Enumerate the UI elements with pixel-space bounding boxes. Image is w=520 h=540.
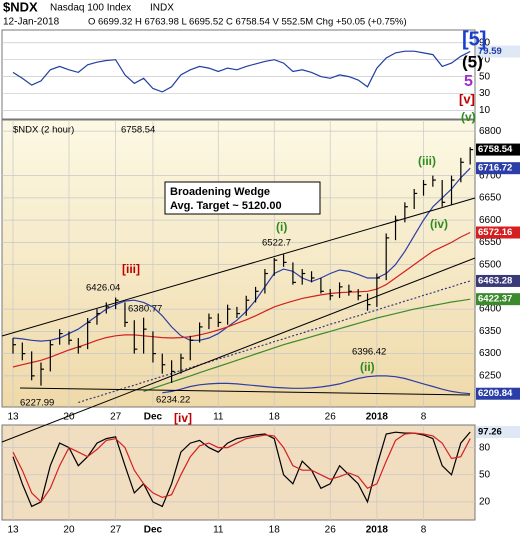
last-value-box	[476, 387, 520, 400]
exchange: INDX	[150, 3, 174, 14]
series-line	[12, 431, 471, 508]
trendline	[1, 197, 476, 337]
y-tick-label: 6400	[479, 304, 502, 315]
x-tick-label: 20	[63, 525, 75, 536]
x-tick-label: 26	[325, 412, 337, 423]
y-tick-label: 6700	[479, 170, 502, 181]
last-value-label: 6422.37	[478, 294, 512, 305]
x-tick-label: 8	[421, 525, 427, 536]
last-value-label: 97.26	[478, 427, 502, 438]
wave-label: Avg. Target ~ 5120.00	[170, 200, 282, 212]
last-value-label: 6716.72	[478, 163, 512, 174]
price-annotation: 6426.04	[86, 283, 120, 294]
y-tick-label: 6350	[479, 326, 502, 337]
series-line	[12, 432, 471, 503]
x-tick-label: 26	[325, 525, 337, 536]
x-tick-label: 13	[7, 525, 19, 536]
wave-label: (ii)	[360, 360, 375, 374]
rsi-panel	[1, 29, 476, 120]
x-tick-label: 18	[269, 525, 281, 536]
wave-label: [5]	[462, 28, 486, 50]
symbol: $NDX	[3, 0, 38, 14]
price-panel	[1, 119, 476, 408]
last-value-label: 6209.84	[478, 388, 513, 399]
price-annotation: 6227.99	[20, 398, 54, 409]
y-tick-label: 6550	[479, 237, 502, 248]
x-tick-label: 27	[110, 412, 122, 423]
y-tick-label: 50	[479, 469, 491, 480]
y-tick-label: 20	[479, 497, 491, 508]
x-tick-label: Dec	[144, 525, 163, 536]
x-tick-label: Dec	[144, 412, 163, 423]
last-value-box	[476, 274, 520, 287]
y-tick-label: 30	[479, 88, 491, 99]
last-value-label: 6463.28	[478, 275, 512, 286]
wave-label: [iii]	[122, 262, 140, 276]
x-tick-label: 13	[7, 412, 19, 423]
wave-label: (i)	[276, 220, 287, 234]
wave-label: [iv]	[174, 411, 192, 425]
y-tick-label: 50	[479, 71, 491, 82]
series-line	[162, 375, 471, 395]
price-annotation: 6380.77	[128, 304, 162, 315]
last-value-box	[476, 293, 520, 306]
x-tick-label: 2018	[366, 412, 389, 423]
wave-label: (5)	[462, 52, 483, 71]
y-tick-label: 70	[479, 54, 491, 65]
last-value-box	[476, 162, 520, 175]
x-tick-label: 18	[269, 412, 281, 423]
y-tick-label: 6800	[479, 126, 502, 137]
y-tick-label: 6250	[479, 370, 502, 381]
last-value-box	[476, 143, 520, 156]
last-value-box	[476, 45, 520, 58]
series-line	[12, 231, 471, 368]
oscillator-panel	[1, 424, 476, 521]
price-annotation: 6396.42	[352, 347, 386, 358]
last-value-box	[476, 426, 520, 439]
price-annotation: 6522.7	[262, 238, 291, 249]
last-value-label: 79.59	[478, 46, 502, 57]
wave-label: Broadening Wedge	[170, 186, 270, 198]
last-value-box	[476, 226, 520, 239]
y-tick-label: 6300	[479, 348, 502, 359]
last-value-label: 6572.16	[478, 227, 512, 238]
x-tick-label: 27	[110, 525, 122, 536]
wave-label: (v)	[461, 110, 476, 124]
y-tick-label: 6600	[479, 215, 502, 226]
series-line	[12, 167, 471, 342]
x-tick-label: 8	[421, 412, 427, 423]
trendline	[19, 387, 471, 396]
y-tick-label: 6500	[479, 259, 502, 270]
y-tick-label: 6650	[479, 193, 502, 204]
annotation-box	[164, 181, 321, 215]
x-tick-label: 11	[213, 412, 224, 423]
series-line	[78, 280, 471, 404]
wave-label: (iv)	[430, 217, 448, 231]
wave-label: (iii)	[418, 154, 436, 168]
last-value-label: 6758.54	[478, 144, 513, 155]
price-subtitle: $NDX (2 hour)	[13, 125, 74, 136]
y-tick-label: 80	[479, 442, 491, 453]
trendline	[1, 257, 476, 443]
wave-label: [v]	[459, 91, 475, 106]
x-tick-label: 2018	[366, 525, 389, 536]
price-annotation: 6234.22	[156, 395, 190, 406]
price-subtitle-value: 6758.54	[121, 125, 155, 136]
x-tick-label: 20	[63, 412, 75, 423]
quote: O 6699.32 H 6763.98 L 6695.52 C 6758.54 …	[88, 17, 407, 28]
date: 12-Jan-2018	[3, 17, 60, 28]
series-line	[143, 298, 471, 392]
series-line	[12, 50, 471, 93]
y-tick-label: 90	[479, 37, 491, 48]
y-tick-label: 10	[479, 105, 491, 116]
index-name: Nasdaq 100 Index	[50, 3, 131, 14]
x-tick-label: 11	[213, 525, 224, 536]
wave-label: 5	[464, 73, 473, 90]
